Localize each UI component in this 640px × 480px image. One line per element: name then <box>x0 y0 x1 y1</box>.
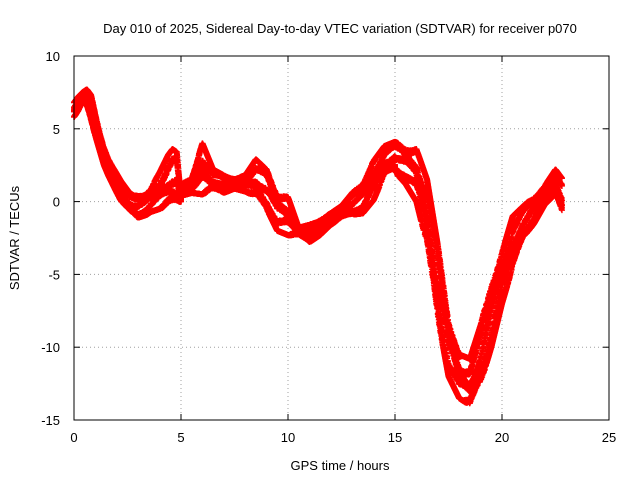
chart: Day 010 of 2025, Sidereal Day-to-day VTE… <box>0 0 640 480</box>
chart-title: Day 010 of 2025, Sidereal Day-to-day VTE… <box>103 21 577 36</box>
chart-background <box>0 0 640 480</box>
